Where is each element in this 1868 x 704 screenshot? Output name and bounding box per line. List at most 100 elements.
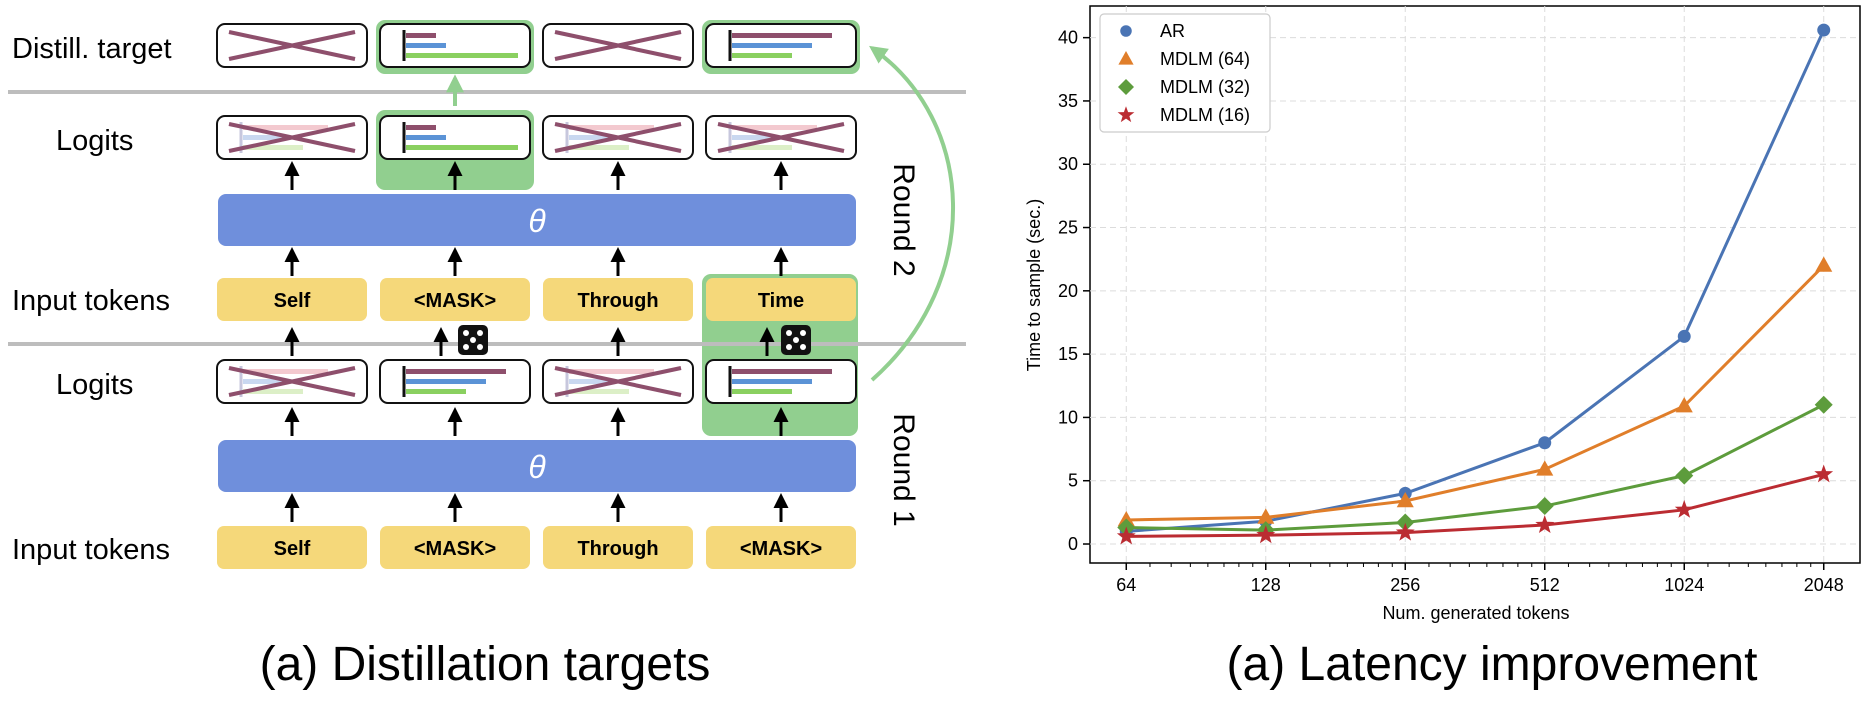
cross-line: [554, 30, 682, 61]
cross-line: [554, 366, 682, 397]
faded-bar: [732, 125, 817, 130]
distillation-diagram: Distill. target Logits Input tokens Logi…: [8, 20, 966, 691]
caption-left: (a) Distillation targets: [260, 638, 711, 691]
logit-bar: [732, 379, 812, 384]
token-box: [706, 526, 856, 569]
data-point: [1814, 395, 1833, 414]
logit-bar: [406, 53, 518, 58]
x-tick-label: 512: [1530, 575, 1560, 595]
row-label-input-tokens: Input tokens: [12, 534, 170, 566]
legend-marker: [1118, 79, 1134, 95]
y-tick-label: 30: [1058, 154, 1078, 174]
logit-bar: [406, 43, 446, 48]
token-box: [706, 278, 856, 321]
token-box: [380, 526, 530, 569]
series-line: [1126, 403, 1825, 532]
flow-arrows: [284, 161, 789, 522]
data-point: [1675, 397, 1693, 413]
dice-icon: [781, 325, 811, 355]
data-series: [1116, 23, 1834, 545]
axis-ticks: 64 128 256 512 1024 2048 0 5 10 15 20 25 30 35 40: [1058, 28, 1844, 595]
token-box: [543, 278, 693, 321]
cross-line: [228, 122, 356, 153]
data-point: [1396, 491, 1414, 508]
data-point: [1677, 329, 1691, 343]
row-label-input-tokens: Input tokens: [12, 285, 170, 317]
token-label: <MASK>: [414, 538, 496, 560]
legend-label: MDLM (16): [1160, 105, 1250, 125]
x-tick-label: 2048: [1804, 575, 1844, 595]
faded-bar: [732, 145, 792, 150]
cross-line: [228, 366, 356, 397]
legend-marker: [1118, 51, 1134, 65]
dice-icon: [458, 325, 488, 355]
series-line: [1126, 264, 1825, 522]
x-tick-label: 128: [1251, 575, 1281, 595]
token-box: [217, 526, 367, 569]
logit-bar: [406, 369, 506, 374]
legend-label: MDLM (32): [1160, 77, 1250, 97]
data-point: [1817, 23, 1831, 37]
latency-chart: 64 128 256 512 1024 2048 0 5 10 15 20 25 30 35 40 AR MD…: [1024, 5, 1861, 691]
x-tick-label: 64: [1116, 575, 1136, 595]
logit-bar: [732, 389, 792, 394]
data-point: [1674, 499, 1694, 518]
y-tick-label: 15: [1058, 344, 1078, 364]
logit-bar: [732, 369, 832, 374]
theta-symbol: θ: [528, 449, 546, 485]
faded-bar: [243, 389, 303, 394]
series-line: [1126, 472, 1825, 538]
faded-bar: [569, 145, 629, 150]
y-tick-label: 0: [1068, 534, 1078, 554]
cross-line: [717, 122, 845, 153]
data-point: [1257, 508, 1275, 524]
y-tick-label: 25: [1058, 218, 1078, 238]
data-point: [1675, 466, 1694, 485]
data-point: [1815, 256, 1833, 272]
cross-line: [554, 122, 682, 153]
caption-right: (a) Latency improvement: [1227, 638, 1758, 691]
row-label-distill-target: Distill. target: [12, 33, 172, 65]
logit-bar: [406, 33, 436, 38]
round-label-1: Round 1: [887, 413, 920, 526]
faded-bar: [243, 369, 328, 374]
token-label: Through: [577, 290, 658, 312]
faded-bar: [569, 369, 654, 374]
x-tick-label: 1024: [1664, 575, 1704, 595]
token-label: Self: [274, 290, 311, 312]
token-row-round2: Self <MASK> Through Time: [217, 278, 856, 321]
cross-line: [228, 30, 356, 61]
grid-lines: [1090, 6, 1860, 563]
faded-bar: [569, 389, 629, 394]
y-tick-label: 35: [1058, 91, 1078, 111]
logit-bar: [732, 53, 792, 58]
legend: AR MDLM (64) MDLM (32) MDLM (16): [1099, 13, 1271, 133]
faded-bar: [243, 145, 303, 150]
row-label-logits: Logits: [56, 369, 133, 401]
logit-bar: [406, 145, 518, 150]
faded-bar: [569, 135, 609, 140]
data-point: [1116, 526, 1136, 545]
token-box: [380, 278, 530, 321]
faded-bar: [732, 135, 772, 140]
y-tick-label: 5: [1068, 471, 1078, 491]
data-point: [1538, 436, 1552, 450]
y-axis-label: Time to sample (sec.): [1024, 199, 1044, 371]
token-label: Self: [274, 538, 311, 560]
series-line: [1126, 29, 1826, 533]
legend-box: [1099, 13, 1271, 133]
data-point: [1396, 513, 1415, 532]
y-tick-label: 20: [1058, 281, 1078, 301]
logit-bar: [406, 389, 466, 394]
logit-bar: [406, 135, 446, 140]
theta-symbol: θ: [528, 203, 546, 239]
y-tick-label: 10: [1058, 407, 1078, 427]
y-tick-label: 40: [1058, 28, 1078, 48]
legend-label: MDLM (64): [1160, 49, 1250, 69]
theta-model-bar: [218, 194, 856, 246]
faded-bar: [569, 125, 654, 130]
theta-model-bar: [218, 440, 856, 492]
token-label: Through: [577, 538, 658, 560]
faded-bar: [243, 125, 328, 130]
